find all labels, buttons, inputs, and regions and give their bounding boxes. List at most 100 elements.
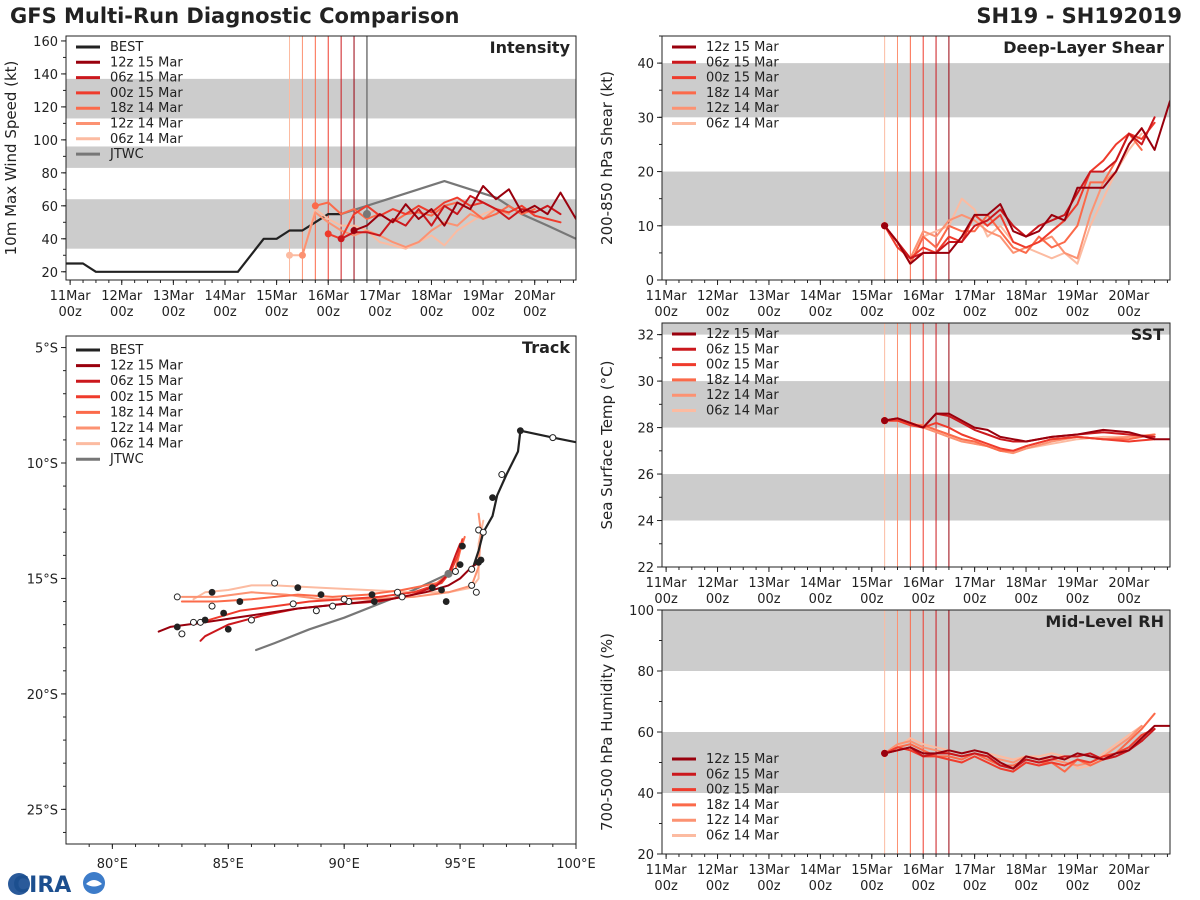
track-filled-marker <box>317 591 325 599</box>
intensity-xtick-label-hour: 00z <box>317 305 341 320</box>
intensity-band <box>66 146 576 168</box>
intensity-xtick-label-hour: 00z <box>420 305 444 320</box>
intensity-panel: 2040608010012014016011Mar00z12Mar00z13Ma… <box>2 35 577 320</box>
shear-run-line <box>883 121 1156 260</box>
sst-xtick-label-hour: 00z <box>654 592 678 607</box>
rh-xtick-label-hour: 00z <box>1066 879 1090 894</box>
rh-xtick-label-hour: 00z <box>912 879 936 894</box>
track-filled-marker <box>477 556 485 564</box>
intensity-legend-label: 06z 14 Mar <box>110 132 183 147</box>
sst-ylabel: Sea Surface Temp (°C) <box>598 360 616 529</box>
intensity-xtick-label-day: 13Mar <box>153 289 195 304</box>
intensity-band <box>66 199 576 249</box>
shear-ytick-label: 10 <box>637 220 654 235</box>
shear-xtick-label-hour: 00z <box>963 305 987 320</box>
track-open-marker <box>468 565 476 573</box>
sst-frame <box>661 322 1171 568</box>
track-legend-label: 18z 14 Mar <box>110 405 183 420</box>
rh-band <box>662 610 1170 671</box>
track-filled-marker <box>173 623 181 631</box>
track-open-marker <box>178 630 186 638</box>
sst-xtick-label-hour: 00z <box>1014 592 1038 607</box>
sst-xtick-label-hour: 00z <box>912 592 936 607</box>
rh-legend-label: 00z 15 Mar <box>706 783 779 798</box>
intensity-legend-label: 12z 14 Mar <box>110 117 183 132</box>
intensity-xtick-label-hour: 00z <box>162 305 186 320</box>
track-legend-label: 12z 15 Mar <box>110 359 183 374</box>
shear-xtick-label-hour: 00z <box>1014 305 1038 320</box>
shear-xtick-label-day: 15Mar <box>851 289 893 304</box>
intensity-run-line <box>327 196 562 240</box>
intensity-ytick-label: 80 <box>41 167 58 182</box>
shear-xtick-label-day: 11Mar <box>646 289 688 304</box>
track-panel: 80°E 85°E 90°E 95°E 100°E 5°S 10°S 15°S 20°S 25°S… <box>27 335 596 872</box>
cira-logo: CIRA <box>8 872 105 898</box>
track-ytick-label: 5°S <box>35 342 58 357</box>
shear-run-line <box>883 132 1143 265</box>
sst-xtick-label-hour: 00z <box>1117 592 1141 607</box>
intensity-legend-label: 12z 15 Mar <box>110 55 183 70</box>
sst-xtick-label-day: 11Mar <box>646 576 688 591</box>
rh-xtick-label-day: 18Mar <box>1005 863 1047 878</box>
rh-legend-label: 12z 15 Mar <box>706 752 779 767</box>
track-open-marker <box>271 579 279 587</box>
intensity-jtwc-line <box>340 180 576 240</box>
intensity-legend-label: BEST <box>110 40 143 55</box>
intensity-ytick-label: 20 <box>41 266 58 281</box>
shear-xtick-label-day: 18Mar <box>1005 289 1047 304</box>
intensity-xtick-label-hour: 00z <box>58 305 82 320</box>
sst-legend-label: 00z 15 Mar <box>706 358 779 373</box>
intensity-ytick-label: 140 <box>33 68 58 83</box>
rh-panel-title: Mid-Level RH <box>1045 612 1164 631</box>
rh-ytick-label: 40 <box>637 787 654 802</box>
shear-xtick-label-day: 20Mar <box>1108 289 1150 304</box>
rh-xtick-label-day: 11Mar <box>646 863 688 878</box>
sst-xtick-label-day: 16Mar <box>903 576 945 591</box>
sst-panel: 22242628303211Mar00z12Mar00z13Mar00z14Ma… <box>598 322 1171 607</box>
intensity-xtick-label-hour: 00z <box>110 305 134 320</box>
cloud-swirl-icon <box>86 880 102 887</box>
sst-xtick-label-hour: 00z <box>1066 592 1090 607</box>
track-filled-marker <box>224 625 232 633</box>
track-open-marker <box>190 618 197 626</box>
rh-xtick-label-day: 14Mar <box>800 863 842 878</box>
track-filled-marker <box>489 494 496 502</box>
intensity-xtick-label-day: 16Mar <box>308 289 350 304</box>
track-filled-marker <box>208 588 216 596</box>
shear-xtick-label-hour: 00z <box>1066 305 1090 320</box>
intensity-xtick-label-day: 12Mar <box>101 289 143 304</box>
shear-xtick-label-day: 12Mar <box>697 289 739 304</box>
intensity-run-start-point <box>311 202 319 210</box>
sst-xtick-label-day: 19Mar <box>1057 576 1099 591</box>
rh-run-start-point <box>881 749 889 757</box>
shear-run-line <box>883 100 1170 265</box>
track-xtick-label: 90°E <box>329 857 360 872</box>
sst-run-line <box>883 412 1170 443</box>
shear-band <box>662 63 1170 118</box>
track-open-marker <box>549 434 557 442</box>
intensity-legend-label: 06z 15 Mar <box>110 71 183 86</box>
rh-legend-label: 12z 14 Mar <box>706 813 779 828</box>
track-open-marker <box>340 595 348 603</box>
rh-xtick-label-hour: 00z <box>757 879 781 894</box>
sst-legend-label: 12z 14 Mar <box>706 388 779 403</box>
track-panel-title: Track <box>522 338 570 357</box>
storm-id-title: SH19 - SH192019 <box>976 4 1182 28</box>
track-filled-marker <box>442 598 450 605</box>
rh-legend-label: 06z 15 Mar <box>706 767 779 782</box>
logo-text: CIRA <box>13 873 71 898</box>
rh-xtick-label-hour: 00z <box>860 879 884 894</box>
intensity-xtick-label-hour: 00z <box>265 305 289 320</box>
intensity-legend-label: 18z 14 Mar <box>110 101 183 116</box>
rh-xtick-label-day: 12Mar <box>697 863 739 878</box>
rh-ytick-label: 80 <box>637 665 654 680</box>
track-run-line <box>192 538 464 626</box>
intensity-band <box>66 78 576 119</box>
shear-run-line <box>883 127 1143 260</box>
sst-band <box>662 323 1170 335</box>
